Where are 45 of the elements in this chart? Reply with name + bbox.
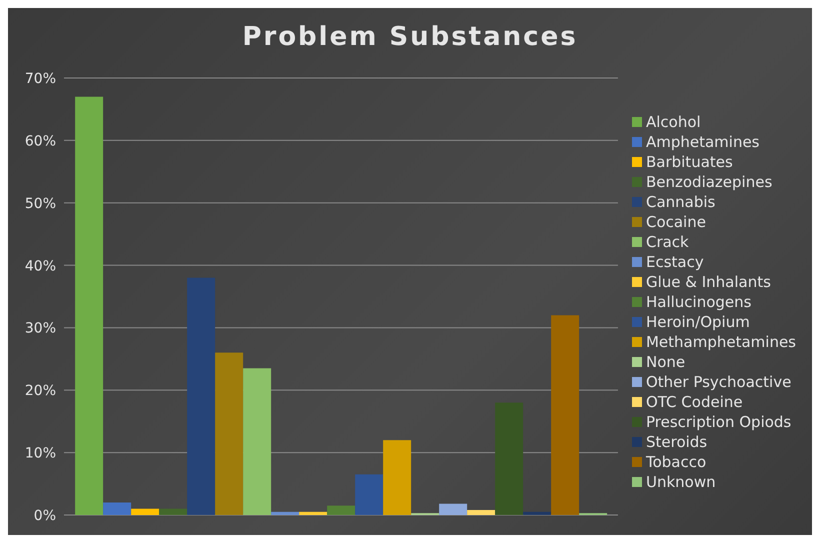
- bar: [467, 510, 496, 515]
- bar: [243, 368, 272, 515]
- bar: [271, 512, 300, 515]
- legend-label: Cocaine: [646, 212, 706, 230]
- legend-label: Amphetamines: [646, 132, 760, 150]
- legend-label: Crack: [646, 232, 689, 250]
- bar: [495, 402, 524, 515]
- bar: [299, 512, 328, 515]
- legend-label: None: [646, 352, 686, 370]
- legend-label: Cannabis: [646, 192, 716, 210]
- bar: [355, 474, 384, 515]
- bar: [327, 506, 356, 515]
- legend-label: Ecstacy: [646, 252, 704, 270]
- y-tick-label: 60%: [24, 133, 56, 150]
- legend-label: Other Psychoactive: [646, 372, 792, 390]
- y-tick-label: 30%: [24, 320, 56, 337]
- bar: [159, 508, 188, 515]
- legend-label: Alcohol: [646, 112, 701, 130]
- bar: [439, 504, 468, 515]
- bar: [523, 512, 552, 515]
- bar: [103, 502, 132, 515]
- y-tick-label: 0%: [34, 508, 56, 524]
- legend-label: Hallucinogens: [646, 292, 752, 310]
- y-tick-label: 40%: [24, 258, 56, 274]
- legend-label: Steroids: [646, 432, 708, 450]
- y-tick-label: 50%: [24, 196, 56, 212]
- bar: [187, 278, 216, 515]
- bar: [383, 440, 412, 515]
- chart-title: Problem Substances: [241, 21, 579, 54]
- y-tick-label: 70%: [24, 70, 56, 87]
- bar: [131, 508, 160, 515]
- legend-label: OTC Codeine: [646, 392, 743, 410]
- legend-label: Benzodiazepines: [646, 172, 772, 190]
- legend-label: Prescription Opiods: [646, 412, 792, 430]
- bar: [75, 96, 104, 515]
- legend-label: Glue & Inhalants: [646, 272, 771, 290]
- legend-label: Tobacco: [646, 452, 706, 470]
- legend-label: Unknown: [646, 472, 716, 490]
- legend-label: Heroin/Opium: [646, 312, 750, 330]
- bar: [551, 315, 580, 515]
- y-tick-label: 10%: [24, 446, 56, 462]
- legend-label: Barbituates: [646, 152, 733, 170]
- bar: [215, 352, 244, 515]
- legend-label: Methamphetamines: [646, 332, 796, 350]
- y-tick-label: 20%: [24, 383, 56, 400]
